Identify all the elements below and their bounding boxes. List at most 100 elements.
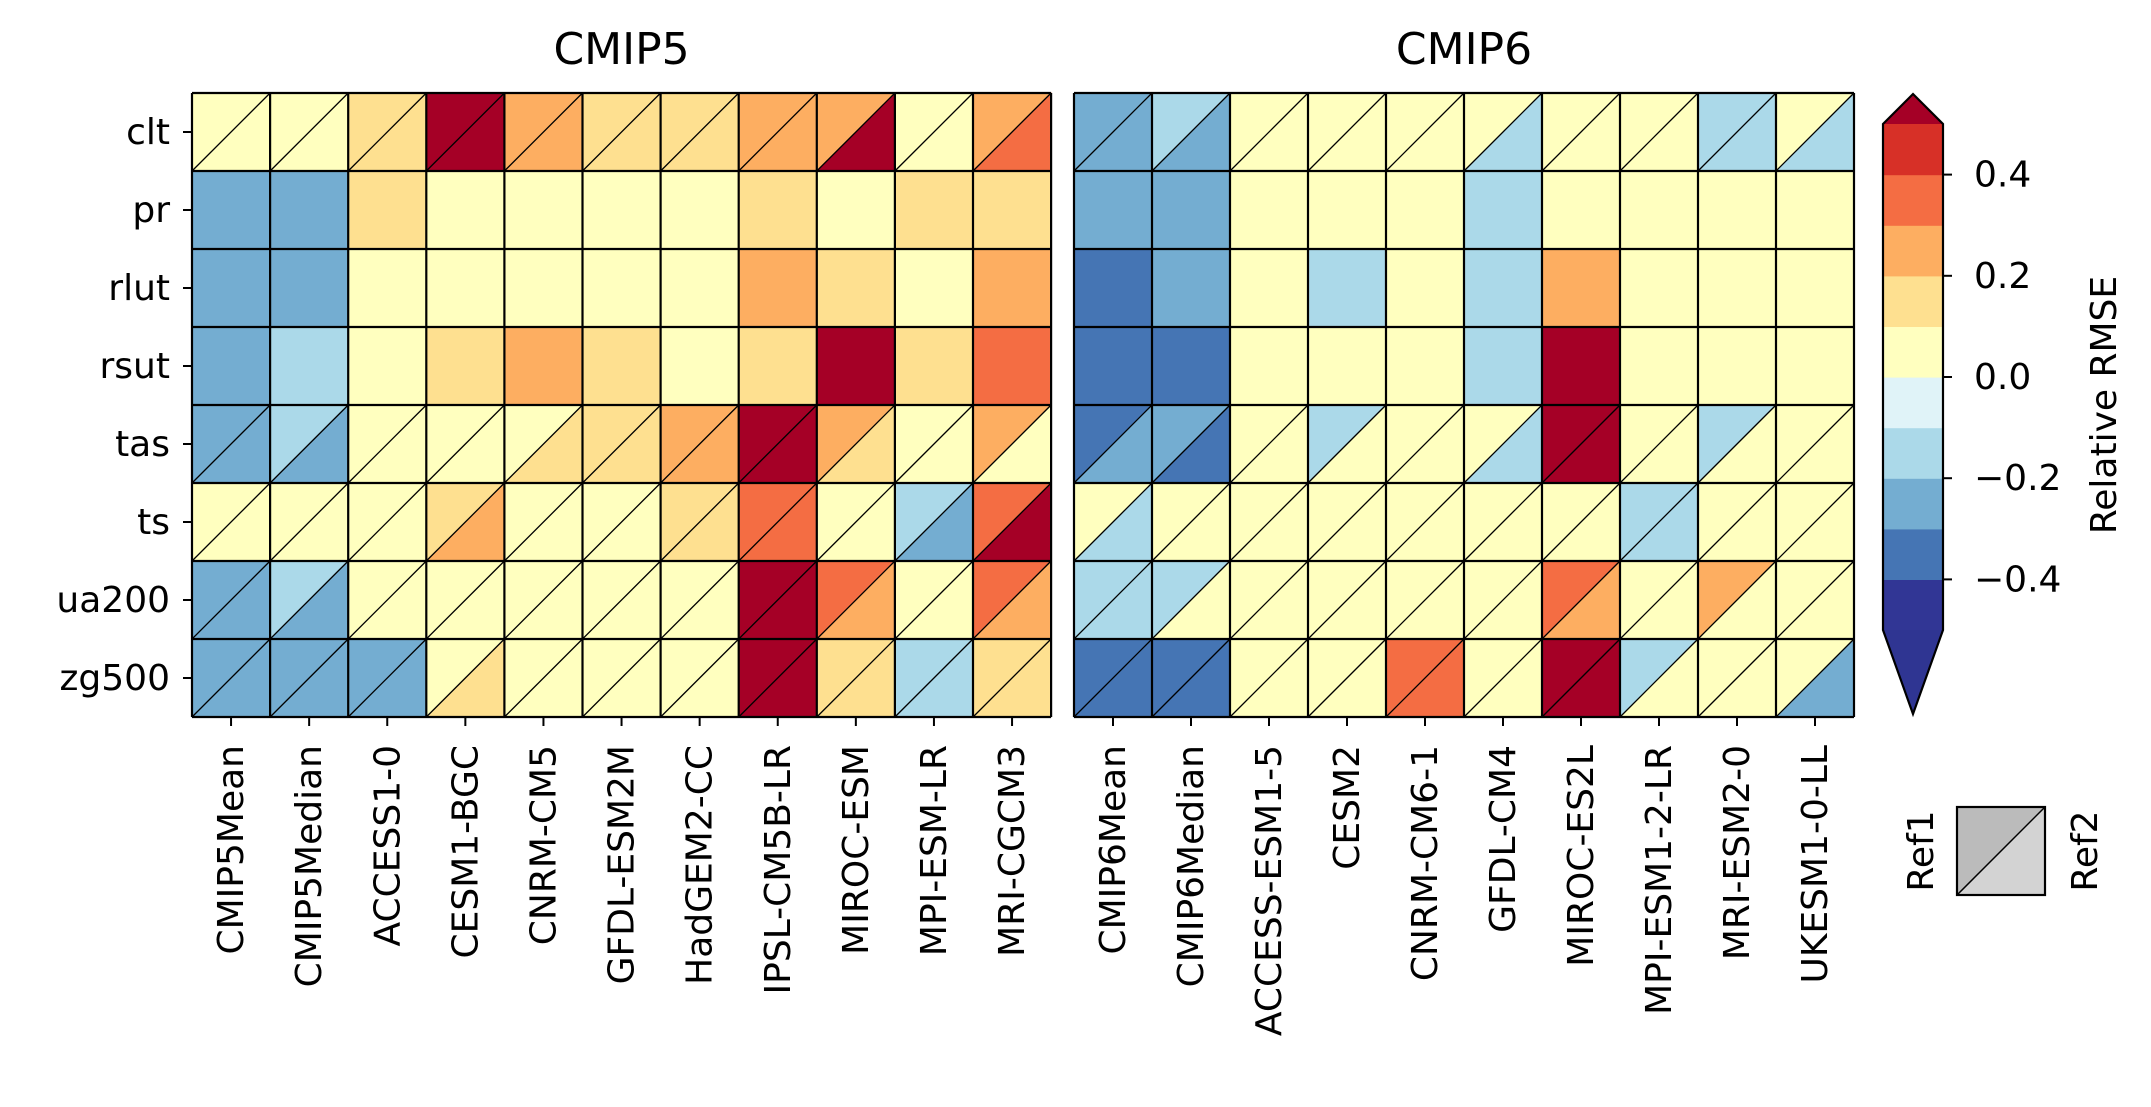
cell-diagonal — [191, 560, 271, 640]
cell — [660, 327, 739, 405]
cell — [973, 171, 1052, 249]
cell — [1698, 249, 1776, 327]
cell-diagonal — [1541, 92, 1621, 172]
colorbar-label: Relative RMSE — [2084, 276, 2125, 534]
legend-diagonal — [1956, 806, 2046, 896]
colorbar-extend-top — [1883, 94, 1943, 124]
cell-diagonal — [1229, 404, 1309, 484]
colorbar-segment — [1883, 124, 1943, 176]
cell-diagonal — [816, 638, 896, 718]
row-label: rsut — [100, 346, 171, 387]
cell-diagonal — [1307, 482, 1387, 562]
cell-diagonal — [738, 482, 818, 562]
cell-diagonal — [191, 638, 271, 718]
colorbar-segment — [1883, 275, 1943, 327]
panel-title: CMIP6 — [1396, 24, 1532, 75]
cell-diagonal — [1073, 92, 1153, 172]
cell — [1542, 249, 1620, 327]
cell-diagonal — [1775, 92, 1855, 172]
colorbar-tick-label: 0.4 — [1974, 155, 2031, 196]
cell-diagonal — [894, 560, 974, 640]
cell — [270, 327, 349, 405]
cell-diagonal — [582, 560, 662, 640]
panel-title: CMIP5 — [553, 24, 689, 75]
cell-diagonal — [503, 560, 583, 640]
cell — [192, 249, 271, 327]
cell — [348, 171, 427, 249]
cell — [1776, 171, 1854, 249]
cell — [192, 171, 271, 249]
colorbar-tick-label: −0.4 — [1974, 559, 2061, 600]
cell-diagonal — [1463, 92, 1543, 172]
cell-diagonal — [816, 560, 896, 640]
cell — [1542, 327, 1620, 405]
row-label: pr — [132, 190, 170, 231]
colorbar-tick-label: 0.0 — [1974, 357, 2031, 398]
cell-diagonal — [1073, 560, 1153, 640]
cell-diagonal — [1541, 638, 1621, 718]
cell-diagonal — [582, 482, 662, 562]
cell-diagonal — [972, 560, 1052, 640]
cell-diagonal — [1463, 638, 1543, 718]
cell — [582, 249, 661, 327]
column-label: MRI-ESM2-0 — [1717, 745, 1758, 960]
cell-diagonal — [1151, 482, 1231, 562]
cell — [1152, 249, 1230, 327]
cell-diagonal — [1697, 638, 1777, 718]
cell-diagonal — [738, 560, 818, 640]
cell — [1230, 171, 1308, 249]
cell — [1308, 249, 1386, 327]
cell-diagonal — [1385, 560, 1465, 640]
colorbar-segment — [1883, 326, 1943, 378]
column-label: GFDL-ESM2M — [602, 745, 643, 984]
cell-diagonal — [1151, 560, 1231, 640]
cell-diagonal — [1151, 638, 1231, 718]
cell — [973, 249, 1052, 327]
cell-diagonal — [1541, 560, 1621, 640]
column-label: CMIP6Mean — [1093, 745, 1134, 955]
cell — [1152, 327, 1230, 405]
row-label: rlut — [108, 268, 170, 309]
cell-diagonal — [660, 92, 740, 172]
cell — [1308, 171, 1386, 249]
cell-diagonal — [1385, 404, 1465, 484]
cell — [1074, 171, 1152, 249]
cell — [894, 171, 973, 249]
row-label: zg500 — [60, 658, 170, 699]
cell — [426, 171, 505, 249]
panel-cmip5: CMIP5 clt pr rlut rsut tas ts ua200 zg500 CMIP5Me… — [56, 24, 1053, 994]
cell-diagonal — [894, 482, 974, 562]
column-label: CESM2 — [1327, 745, 1368, 870]
cell-diagonal — [972, 92, 1052, 172]
cell — [1776, 249, 1854, 327]
cell-diagonal — [894, 404, 974, 484]
cell — [1230, 327, 1308, 405]
cell-diagonal — [347, 638, 427, 718]
colorbar-segment — [1883, 528, 1943, 580]
cell-diagonal — [1229, 638, 1309, 718]
cell-diagonal — [1385, 482, 1465, 562]
cell — [1230, 249, 1308, 327]
cell — [1308, 327, 1386, 405]
cell-diagonal — [582, 638, 662, 718]
cell-diagonal — [738, 638, 818, 718]
cell-diagonal — [425, 482, 505, 562]
cell-diagonal — [1073, 638, 1153, 718]
cell-diagonal — [1151, 92, 1231, 172]
cell-diagonal — [503, 482, 583, 562]
cell — [270, 171, 349, 249]
cell-diagonal — [1463, 482, 1543, 562]
cell — [1698, 171, 1776, 249]
column-label: CNRM-CM5 — [523, 745, 564, 945]
cell — [660, 249, 739, 327]
cell — [816, 171, 895, 249]
colorbar: 0.4 0.2 0.0 −0.2 −0.4 Relative RMSE — [1881, 92, 2125, 718]
cell — [1698, 327, 1776, 405]
cell-diagonal — [1697, 482, 1777, 562]
column-label: MPI-ESM-LR — [914, 745, 955, 956]
cell-diagonal — [1775, 482, 1855, 562]
colorbar-segment — [1883, 174, 1943, 226]
cell-diagonal — [972, 638, 1052, 718]
cell-diagonal — [1775, 404, 1855, 484]
